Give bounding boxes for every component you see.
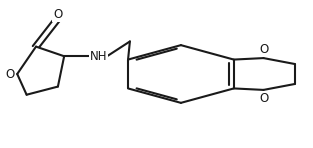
Text: NH: NH bbox=[90, 50, 107, 63]
Text: O: O bbox=[259, 44, 268, 56]
Text: O: O bbox=[6, 67, 15, 81]
Text: O: O bbox=[259, 92, 268, 104]
Text: O: O bbox=[53, 8, 63, 21]
